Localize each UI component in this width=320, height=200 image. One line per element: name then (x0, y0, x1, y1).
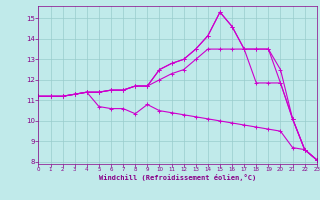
X-axis label: Windchill (Refroidissement éolien,°C): Windchill (Refroidissement éolien,°C) (99, 174, 256, 181)
